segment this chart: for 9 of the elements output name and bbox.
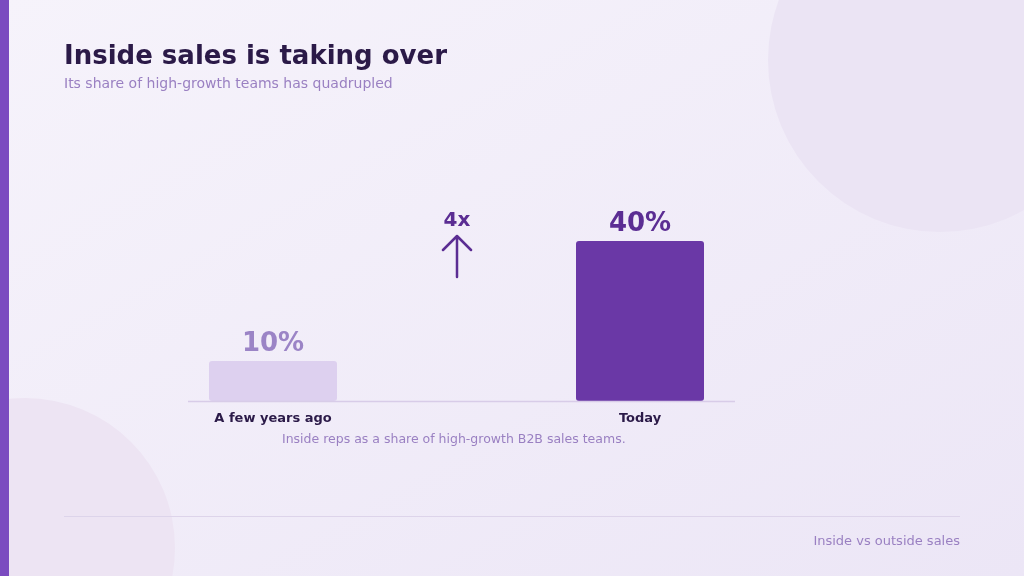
data-label: 10% bbox=[241, 327, 305, 357]
text: Inside reps as a share of high-growth B2B sales teams. bbox=[282, 431, 626, 446]
text: 4x bbox=[443, 207, 471, 231]
chart-subtitle: Its share of high-growth teams has quadrupled bbox=[64, 75, 393, 91]
data-label: 40% bbox=[608, 207, 672, 237]
x-tick-label: Today bbox=[618, 410, 662, 425]
x-tick-label: A few years ago bbox=[214, 410, 332, 425]
text: Inside vs outside sales bbox=[813, 533, 961, 548]
chart-title: Inside sales is taking over bbox=[64, 40, 448, 70]
